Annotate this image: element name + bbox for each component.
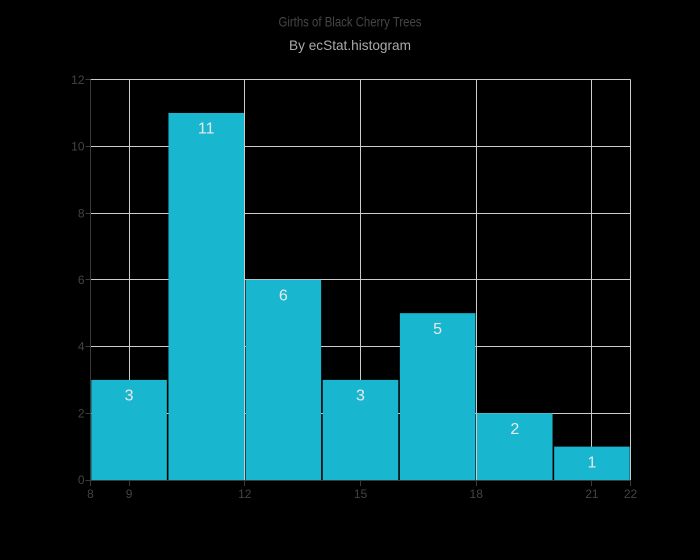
- svg-text:10: 10: [71, 140, 85, 154]
- svg-text:8: 8: [87, 487, 94, 501]
- svg-text:12: 12: [71, 73, 85, 87]
- svg-text:3: 3: [125, 388, 134, 405]
- svg-text:3: 3: [356, 388, 365, 405]
- svg-text:18: 18: [470, 487, 484, 501]
- svg-text:6: 6: [279, 288, 288, 305]
- svg-text:1: 1: [587, 454, 596, 471]
- svg-text:Girths of Black Cherry Trees: Girths of Black Cherry Trees: [279, 14, 422, 30]
- svg-text:By ecStat.histogram: By ecStat.histogram: [289, 37, 411, 53]
- svg-text:12: 12: [238, 487, 252, 501]
- svg-text:8: 8: [78, 206, 85, 220]
- svg-text:9: 9: [126, 487, 133, 501]
- svg-text:11: 11: [198, 121, 215, 138]
- svg-text:21: 21: [585, 487, 599, 501]
- svg-text:0: 0: [78, 473, 85, 487]
- svg-text:2: 2: [510, 421, 519, 438]
- svg-text:4: 4: [78, 340, 85, 354]
- svg-text:15: 15: [354, 487, 368, 501]
- svg-text:22: 22: [624, 487, 638, 501]
- svg-text:6: 6: [78, 273, 85, 287]
- svg-text:2: 2: [78, 407, 85, 421]
- svg-text:5: 5: [433, 321, 442, 338]
